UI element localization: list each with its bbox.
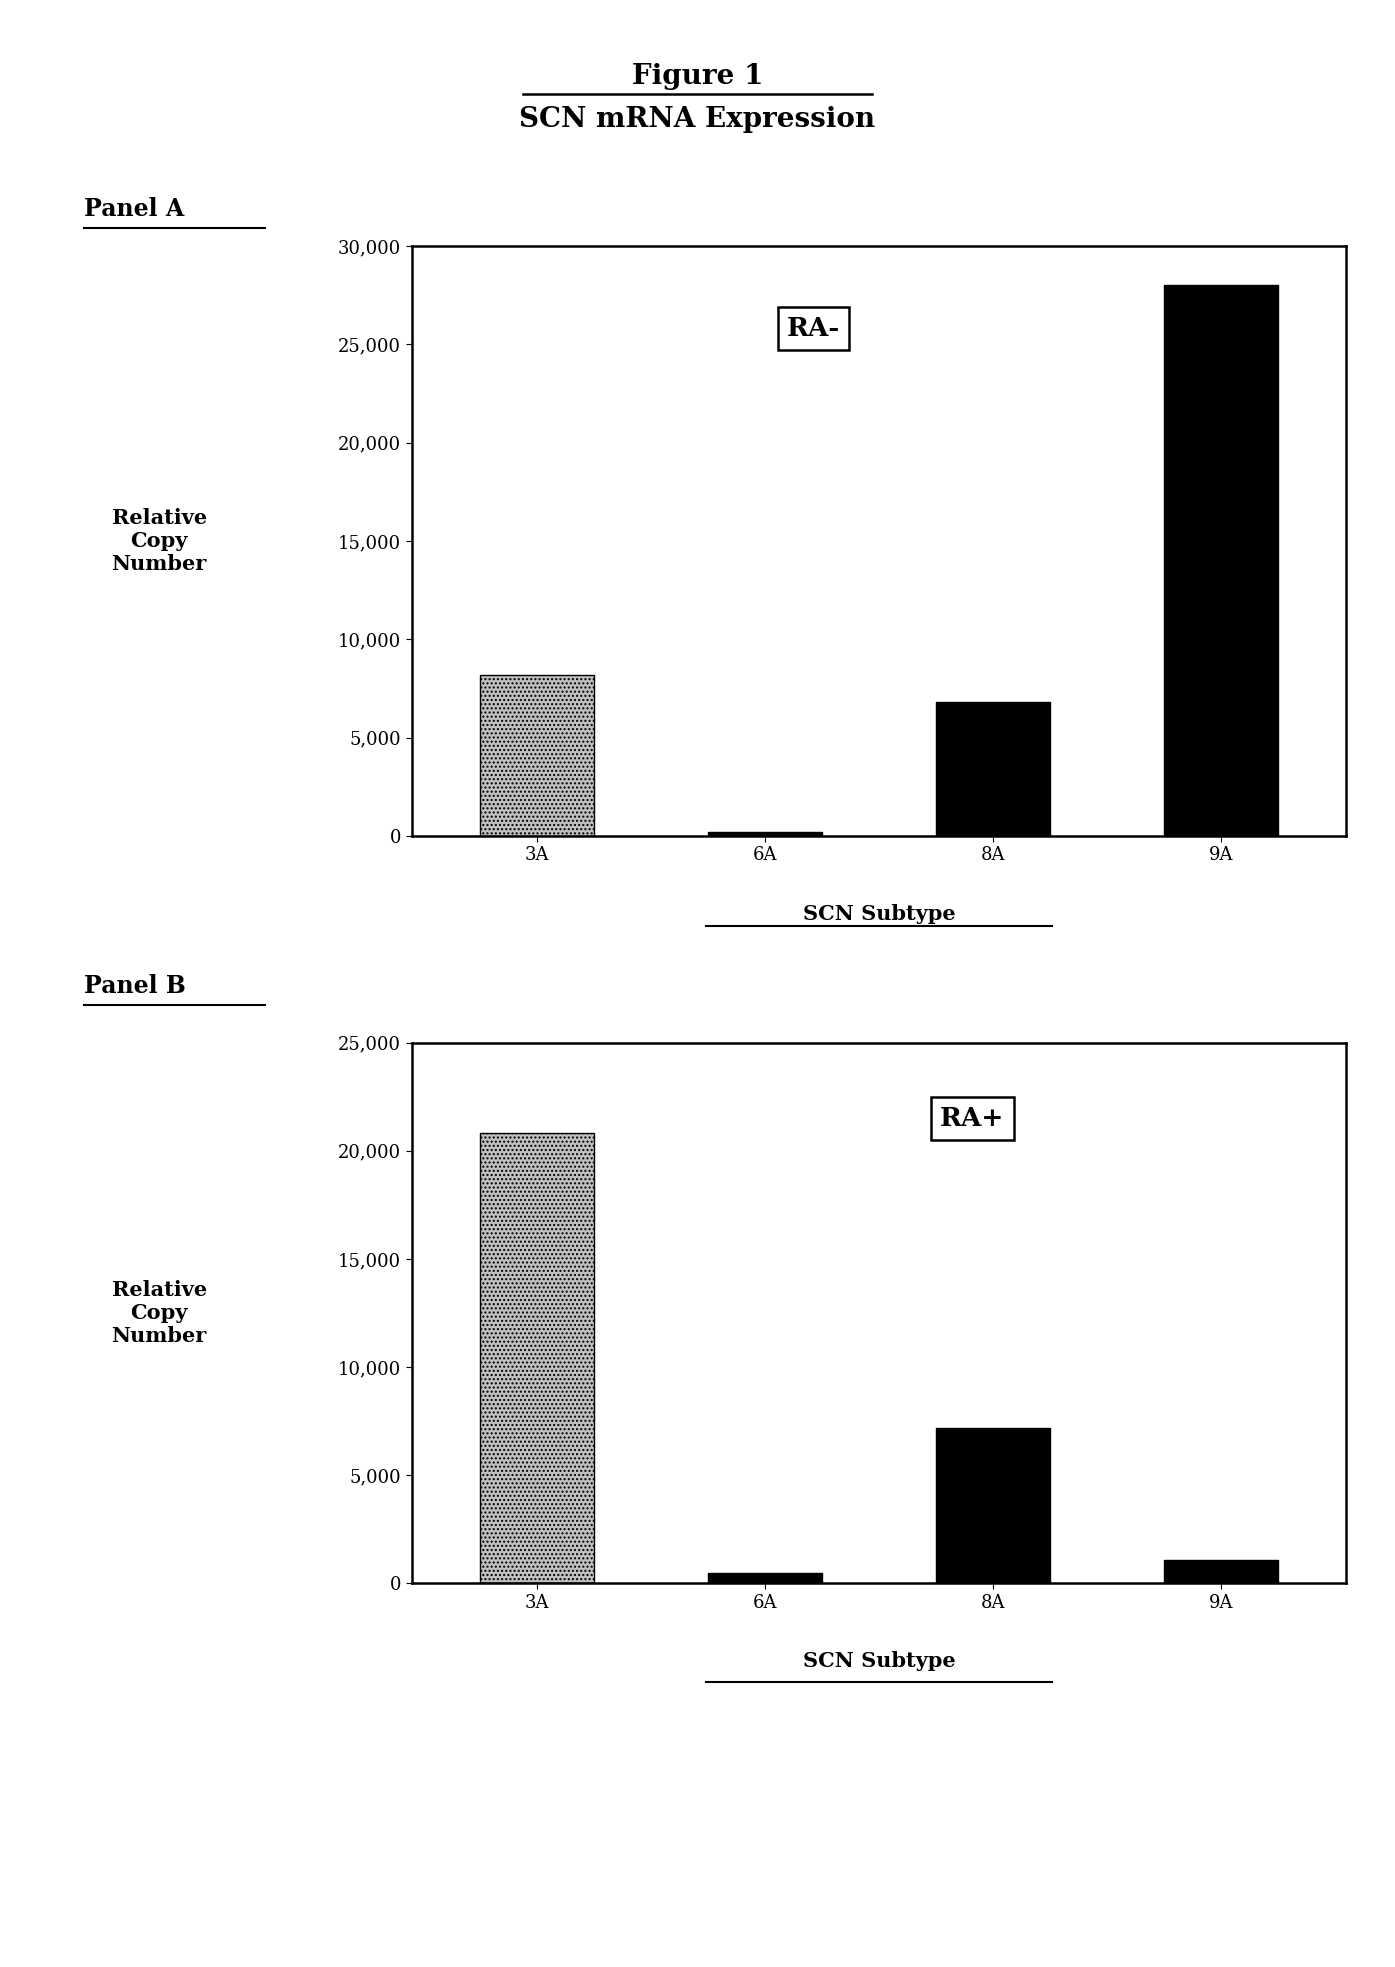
Text: RA-: RA-	[787, 317, 840, 340]
Text: Relative
Copy
Number: Relative Copy Number	[112, 507, 206, 574]
Bar	[707, 832, 822, 836]
Text: Relative
Copy
Number: Relative Copy Number	[112, 1281, 206, 1345]
Text: SCN Subtype: SCN Subtype	[802, 905, 956, 924]
Bar	[936, 1428, 1050, 1583]
Text: RA+: RA+	[940, 1105, 1004, 1131]
Bar	[480, 1133, 594, 1583]
Bar	[1163, 1560, 1278, 1583]
Bar	[1163, 285, 1278, 836]
Bar	[480, 675, 594, 836]
Text: SCN Subtype: SCN Subtype	[802, 1650, 956, 1672]
Bar	[936, 702, 1050, 836]
Bar	[707, 1574, 822, 1583]
Text: Panel B: Panel B	[84, 974, 186, 997]
Text: SCN mRNA Expression: SCN mRNA Expression	[519, 106, 876, 134]
Text: Figure 1: Figure 1	[632, 63, 763, 90]
Text: Panel A: Panel A	[84, 197, 184, 220]
